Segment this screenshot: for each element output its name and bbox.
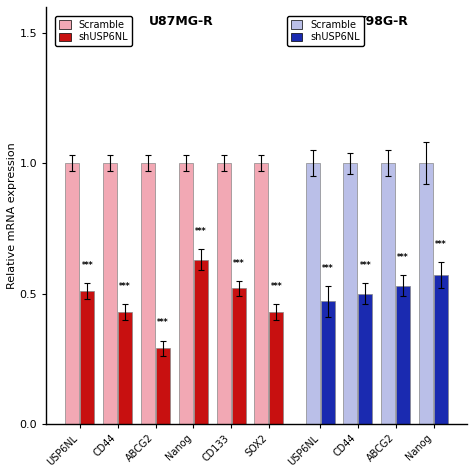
Bar <box>65 164 80 424</box>
Text: ***: *** <box>233 258 245 267</box>
Bar <box>232 288 246 424</box>
Bar <box>269 312 283 424</box>
Bar <box>306 164 319 424</box>
Bar <box>381 164 395 424</box>
Text: ***: *** <box>360 261 371 270</box>
Text: ***: *** <box>435 240 447 249</box>
Text: ***: *** <box>195 227 207 236</box>
Text: ***: *** <box>322 264 333 273</box>
Bar <box>217 164 231 424</box>
Text: ***: *** <box>157 319 169 328</box>
Text: T98G-R: T98G-R <box>358 15 409 28</box>
Text: ***: *** <box>119 282 131 291</box>
Text: ***: *** <box>271 282 282 291</box>
Bar <box>344 164 357 424</box>
Bar <box>419 164 433 424</box>
Text: ***: *** <box>397 253 409 262</box>
Bar <box>81 291 94 424</box>
Bar <box>255 164 268 424</box>
Bar <box>194 260 208 424</box>
Bar <box>156 348 170 424</box>
Bar <box>118 312 132 424</box>
Bar <box>358 293 373 424</box>
Bar <box>434 275 448 424</box>
Bar <box>396 286 410 424</box>
Text: ***: *** <box>82 261 93 270</box>
Text: U87MG-R: U87MG-R <box>149 15 214 28</box>
Bar <box>179 164 193 424</box>
Legend: Scramble, shUSP6NL: Scramble, shUSP6NL <box>287 16 364 46</box>
Bar <box>320 301 335 424</box>
Bar <box>103 164 117 424</box>
Y-axis label: Relative mRNA expression: Relative mRNA expression <box>7 142 17 289</box>
Bar <box>141 164 155 424</box>
